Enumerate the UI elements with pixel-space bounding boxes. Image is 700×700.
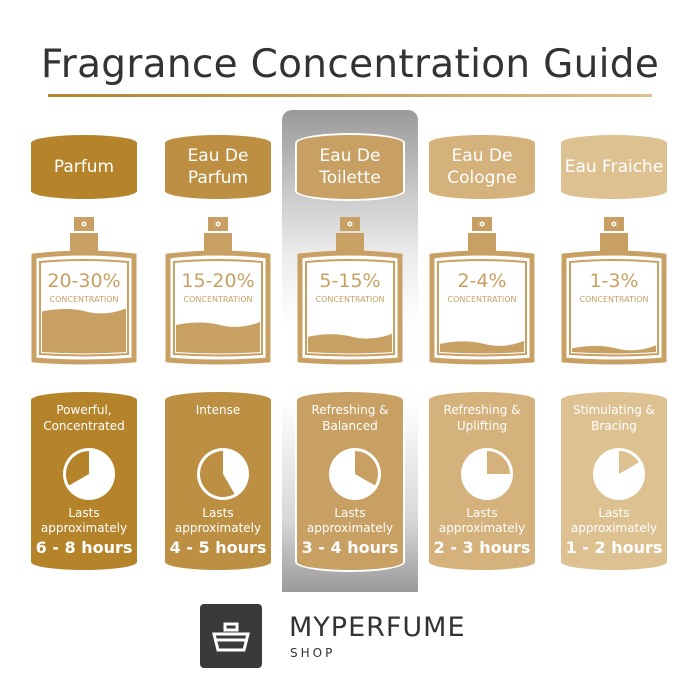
clock-pie-icon: [63, 448, 115, 500]
longevity-card: Refreshing & Balanced Lasts approximatel…: [295, 390, 405, 572]
duration-hours: 2 - 3 hours: [433, 538, 531, 557]
concentration-label: CONCENTRATION: [315, 295, 385, 304]
clock-pie-icon: [593, 448, 645, 500]
perfume-bottle-icon: [429, 217, 535, 365]
character-description: Powerful, Concentrated: [43, 403, 125, 433]
character-description: Stimulating & Bracing: [572, 403, 656, 433]
duration-hours: 3 - 4 hours: [301, 538, 399, 557]
longevity-card: Stimulating & Bracing Lasts approximatel…: [561, 392, 667, 570]
lasts-label: Lasts approximately: [40, 506, 128, 535]
concentration-label: CONCENTRATION: [579, 295, 649, 304]
perfume-bottle-icon: [165, 217, 271, 365]
concentration-range: 20-30%: [47, 270, 121, 292]
longevity-card: Powerful, Concentrated Lasts approximate…: [31, 392, 137, 570]
perfume-bottle-icon: [297, 217, 403, 365]
concentration-range: 5-15%: [319, 270, 381, 292]
duration-hours: 6 - 8 hours: [35, 538, 133, 557]
concentration-label: CONCENTRATION: [183, 295, 253, 304]
concentration-range: 2-4%: [457, 270, 507, 292]
perfume-bottle-logo-icon: [212, 622, 250, 652]
clock-pie-icon: [329, 448, 381, 500]
concentration-range: 15-20%: [181, 270, 255, 292]
brand-sub: SHOP: [290, 646, 336, 660]
character-description: Refreshing & Balanced: [311, 403, 389, 433]
lasts-label: Lasts approximately: [306, 506, 394, 535]
type-header: Parfum: [31, 135, 137, 199]
lasts-label: Lasts approximately: [438, 506, 526, 535]
perfume-bottle-icon: [561, 217, 667, 365]
type-header: Eau De Cologne: [429, 135, 535, 199]
perfume-bottle-icon: [31, 217, 137, 365]
longevity-card: Refreshing & Uplifting Lasts approximate…: [429, 392, 535, 570]
character-description: Intense: [195, 403, 241, 417]
concentration-label: CONCENTRATION: [49, 295, 119, 304]
type-header: Eau De Toilette: [295, 133, 405, 201]
clock-pie-icon: [197, 448, 249, 500]
longevity-card: Intense Lasts approximately 4 - 5 hours: [165, 392, 271, 570]
type-name: Eau De Parfum: [187, 146, 249, 188]
type-name: Eau De Cologne: [447, 146, 517, 188]
lasts-label: Lasts approximately: [174, 506, 262, 535]
character-description: Refreshing & Uplifting: [443, 403, 521, 433]
concentration-label: CONCENTRATION: [447, 295, 517, 304]
type-header: Eau Fraiche: [561, 135, 667, 199]
type-name: Eau Fraiche: [564, 157, 664, 177]
type-name: Parfum: [53, 157, 115, 177]
page-title: Fragrance Concentration Guide: [40, 42, 660, 87]
lasts-label: Lasts approximately: [570, 506, 658, 535]
type-name: Eau De Toilette: [319, 146, 381, 188]
logo-mark: [200, 604, 262, 668]
liquid-level: [440, 340, 524, 354]
liquid-level: [42, 308, 126, 354]
duration-hours: 1 - 2 hours: [565, 538, 663, 557]
concentration-range: 1-3%: [589, 270, 639, 292]
type-header: Eau De Parfum: [165, 135, 271, 199]
brand-name: MYPERFUME: [289, 612, 466, 643]
clock-pie-icon: [461, 448, 513, 500]
liquid-level: [176, 322, 260, 354]
duration-hours: 4 - 5 hours: [169, 538, 267, 557]
title-divider: [48, 94, 652, 97]
liquid-level: [308, 333, 392, 354]
liquid-level: [572, 345, 656, 354]
